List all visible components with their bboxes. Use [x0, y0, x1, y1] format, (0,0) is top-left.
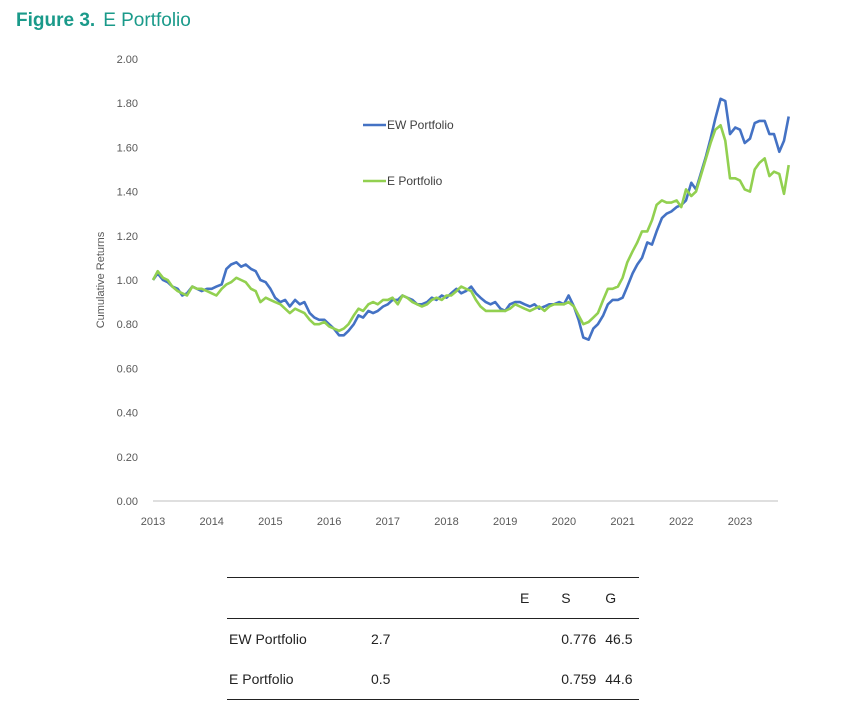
stats-table: E S G EW Portfolio 2.7 0.776 46.5 E Port… — [227, 577, 639, 700]
x-tick-label: 2020 — [552, 516, 576, 528]
y-tick-label: 0.60 — [117, 363, 138, 375]
series-group — [151, 97, 790, 341]
table-row: E Portfolio 0.5 0.759 44.6 — [227, 659, 639, 700]
y-tick-label: 0.40 — [117, 408, 138, 420]
series-line-e-portfolio — [151, 124, 790, 333]
x-tick-label: 2017 — [376, 516, 400, 528]
x-tick-label: 2022 — [669, 516, 693, 528]
cell-s: 0.759 — [561, 671, 597, 687]
header-cell-e: E — [520, 590, 530, 606]
legend-label-e-portfolio: E Portfolio — [387, 174, 443, 188]
y-axis: 0.00 0.20 0.40 0.60 0.80 1.00 1.20 1.40 1.60 1.80… — [117, 54, 138, 508]
x-tick-label: 2016 — [317, 516, 341, 528]
y-tick-label: 1.60 — [117, 142, 138, 154]
figure-number: Figure 3. — [16, 10, 96, 31]
x-tick-label: 2023 — [728, 516, 752, 528]
cell-e: 2.7 — [371, 631, 391, 647]
legend: EW Portfolio E Portfolio — [363, 118, 454, 188]
cell-e: 0.5 — [371, 671, 391, 687]
table-row: EW Portfolio 2.7 0.776 46.5 — [227, 619, 639, 660]
y-tick-label: 1.80 — [117, 98, 138, 110]
figure-title: Figure 3. E Portfolio — [16, 10, 191, 32]
y-tick-label: 1.20 — [117, 231, 138, 243]
line-chart: 0.00 0.20 0.40 0.60 0.80 1.00 1.20 1.40 1.60 1.80… — [95, 54, 790, 528]
series-line-ew-portfolio — [151, 97, 790, 341]
x-tick-label: 2018 — [434, 516, 458, 528]
cell-g: 44.6 — [605, 671, 633, 687]
cell-g: 46.5 — [605, 631, 633, 647]
x-tick-label: 2015 — [258, 516, 282, 528]
y-tick-label: 0.80 — [117, 319, 138, 331]
x-tick-label: 2014 — [199, 516, 223, 528]
x-tick-label: 2021 — [610, 516, 634, 528]
y-tick-label: 0.00 — [117, 496, 138, 508]
row-label: EW Portfolio — [229, 631, 307, 647]
header-cell-s: S — [561, 590, 571, 606]
x-tick-label: 2019 — [493, 516, 517, 528]
y-tick-label: 1.00 — [117, 275, 138, 287]
y-tick-label: 0.20 — [117, 452, 138, 464]
legend-label-ew-portfolio: EW Portfolio — [387, 118, 454, 132]
cell-s: 0.776 — [561, 631, 597, 647]
y-tick-label: 1.40 — [117, 187, 138, 199]
header-cell-g: G — [605, 590, 617, 606]
y-tick-label: 2.00 — [117, 54, 138, 66]
x-tick-label: 2013 — [141, 516, 165, 528]
row-label: E Portfolio — [229, 671, 294, 687]
header-cell-empty — [227, 578, 370, 619]
table-header-row: E S G — [227, 577, 639, 619]
y-axis-label: Cumulative Returns — [95, 231, 107, 328]
x-axis: 2013 2014 2015 2016 2017 2018 2019 2020 2021 2022… — [141, 516, 752, 528]
figure-title-text: E Portfolio — [103, 10, 191, 31]
